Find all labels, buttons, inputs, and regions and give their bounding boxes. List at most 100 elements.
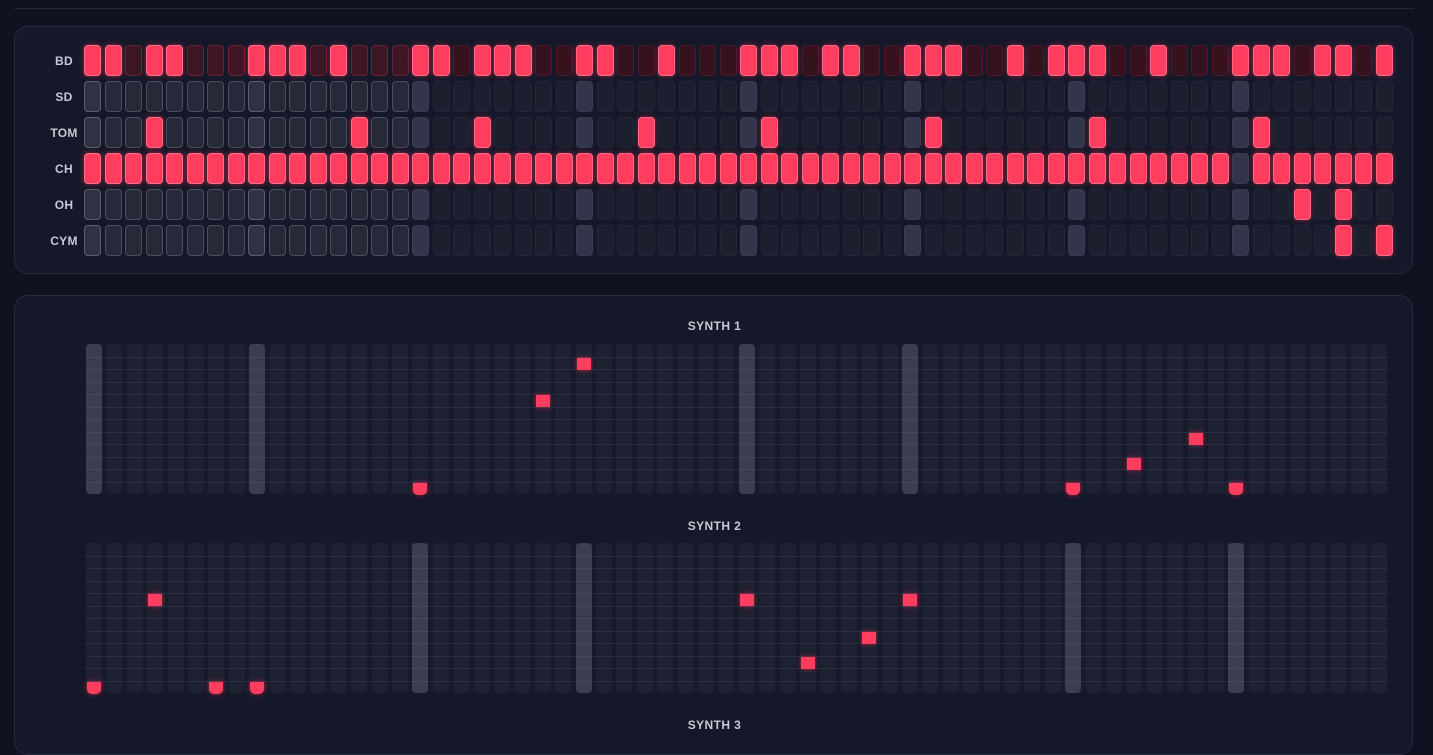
drum-step-ch-1[interactable] (84, 153, 101, 184)
drum-step-oh-40[interactable] (883, 189, 901, 220)
drum-step-oh-4[interactable] (145, 189, 163, 220)
synth-2-step-column[interactable] (820, 543, 837, 693)
drum-step-tom-54[interactable] (1170, 117, 1188, 148)
drum-step-cym-13[interactable] (330, 225, 347, 256)
drum-step-oh-20[interactable] (473, 189, 491, 220)
drum-step-bd-19[interactable] (453, 45, 470, 76)
drum-step-cym-62[interactable] (1334, 225, 1352, 256)
drum-step-ch-14[interactable] (350, 153, 368, 184)
drum-step-oh-25[interactable] (576, 189, 593, 220)
drum-step-cym-58[interactable] (1252, 225, 1270, 256)
drum-step-bd-22[interactable] (514, 45, 532, 76)
drum-step-oh-28[interactable] (637, 189, 655, 220)
synth-1-step-column[interactable] (208, 344, 225, 494)
drum-step-ch-15[interactable] (371, 153, 388, 184)
drum-step-bd-4[interactable] (145, 45, 163, 76)
drum-step-ch-58[interactable] (1252, 153, 1270, 184)
drum-step-ch-59[interactable] (1273, 153, 1290, 184)
synth-1-step-column[interactable] (188, 344, 204, 494)
synth-2-step-column[interactable] (310, 543, 327, 693)
drum-step-sd-59[interactable] (1273, 81, 1290, 112)
drum-step-ch-23[interactable] (535, 153, 552, 184)
drum-step-ch-8[interactable] (227, 153, 245, 184)
drum-step-cym-20[interactable] (473, 225, 491, 256)
drum-step-sd-23[interactable] (535, 81, 552, 112)
drum-step-cym-14[interactable] (350, 225, 368, 256)
drum-step-cym-32[interactable] (719, 225, 737, 256)
drum-step-oh-17[interactable] (412, 189, 429, 220)
synth-2-step-column[interactable] (1004, 543, 1020, 693)
drum-step-cym-31[interactable] (699, 225, 716, 256)
drum-step-oh-47[interactable] (1027, 189, 1044, 220)
drum-step-tom-60[interactable] (1293, 117, 1311, 148)
drum-step-oh-37[interactable] (822, 189, 839, 220)
drum-step-oh-53[interactable] (1150, 189, 1167, 220)
drum-step-ch-47[interactable] (1027, 153, 1044, 184)
synth-2-step-column[interactable] (473, 543, 490, 693)
drum-step-tom-29[interactable] (658, 117, 675, 148)
synth-2-step-column[interactable] (453, 543, 470, 693)
synth-1-step-column[interactable] (1289, 344, 1306, 494)
drum-step-ch-51[interactable] (1109, 153, 1126, 184)
drum-step-cym-3[interactable] (125, 225, 142, 256)
drum-step-bd-15[interactable] (371, 45, 388, 76)
drum-step-sd-47[interactable] (1027, 81, 1044, 112)
drum-step-cym-44[interactable] (965, 225, 983, 256)
drum-step-bd-41[interactable] (904, 45, 921, 76)
synth-1-step-column[interactable] (942, 344, 959, 494)
drum-step-oh-60[interactable] (1293, 189, 1311, 220)
synth-1-step-column[interactable] (1248, 344, 1265, 494)
synth-2-step-column[interactable] (1187, 543, 1204, 693)
drum-step-cym-49[interactable] (1068, 225, 1085, 256)
synth-1-step-column[interactable] (371, 344, 388, 494)
drum-step-tom-63[interactable] (1355, 117, 1372, 148)
synth-1-step-column[interactable] (1004, 344, 1020, 494)
drum-step-oh-42[interactable] (924, 189, 942, 220)
synth-2-step-column[interactable] (392, 543, 408, 693)
drum-step-cym-30[interactable] (678, 225, 696, 256)
synth-2-step-column[interactable] (86, 543, 102, 693)
drum-step-cym-1[interactable] (84, 225, 101, 256)
drum-step-oh-9[interactable] (248, 189, 265, 220)
drum-step-tom-16[interactable] (391, 117, 409, 148)
drum-step-sd-16[interactable] (391, 81, 409, 112)
synth-1-note[interactable] (1188, 432, 1203, 445)
drum-step-sd-49[interactable] (1068, 81, 1085, 112)
synth-1-step-column[interactable] (310, 344, 327, 494)
drum-step-oh-6[interactable] (186, 189, 204, 220)
drum-step-tom-53[interactable] (1150, 117, 1167, 148)
drum-step-tom-8[interactable] (227, 117, 245, 148)
synth-2-step-column[interactable] (1371, 543, 1388, 693)
drum-step-bd-9[interactable] (248, 45, 265, 76)
drum-step-bd-50[interactable] (1088, 45, 1106, 76)
drum-step-oh-11[interactable] (289, 189, 306, 220)
drum-step-ch-57[interactable] (1232, 153, 1249, 184)
synth-2-step-column[interactable] (371, 543, 388, 693)
drum-step-cym-47[interactable] (1027, 225, 1044, 256)
drum-step-tom-27[interactable] (617, 117, 634, 148)
drum-step-cym-17[interactable] (412, 225, 429, 256)
drum-step-bd-56[interactable] (1211, 45, 1229, 76)
drum-step-bd-39[interactable] (863, 45, 880, 76)
drum-step-ch-33[interactable] (740, 153, 757, 184)
synth-2-step-column[interactable] (228, 543, 245, 693)
synth-1-step-column[interactable] (1085, 344, 1102, 494)
synth-1-step-column[interactable] (249, 344, 266, 494)
drum-step-oh-29[interactable] (658, 189, 675, 220)
synth-2-note[interactable] (739, 594, 754, 606)
drum-step-cym-52[interactable] (1129, 225, 1147, 256)
drum-step-cym-45[interactable] (986, 225, 1003, 256)
drum-step-oh-55[interactable] (1191, 189, 1208, 220)
drum-step-ch-10[interactable] (268, 153, 286, 184)
drum-step-ch-37[interactable] (822, 153, 839, 184)
drum-step-sd-17[interactable] (412, 81, 429, 112)
drum-step-ch-6[interactable] (186, 153, 204, 184)
synth-2-step-column[interactable] (1208, 543, 1224, 693)
drum-step-oh-45[interactable] (986, 189, 1003, 220)
drum-step-tom-62[interactable] (1334, 117, 1352, 148)
drum-step-tom-14[interactable] (350, 117, 368, 148)
drum-step-bd-28[interactable] (637, 45, 655, 76)
drum-step-sd-21[interactable] (494, 81, 511, 112)
drum-step-sd-50[interactable] (1088, 81, 1106, 112)
synth-2-step-column[interactable] (922, 543, 939, 693)
